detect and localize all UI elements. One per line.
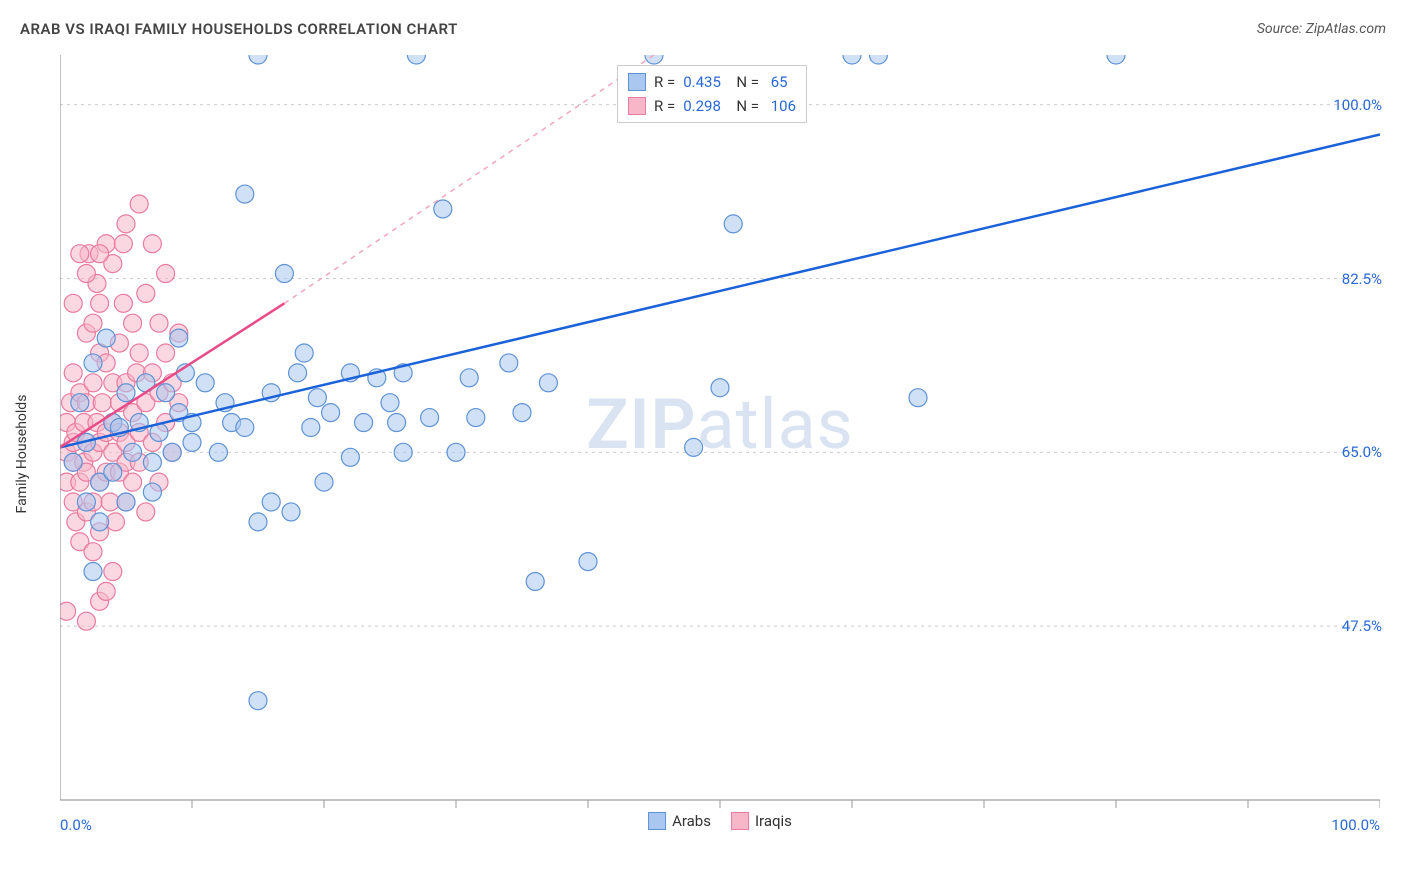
- n-value: 106: [767, 94, 796, 118]
- y-tick-label: 65.0%: [1342, 443, 1382, 461]
- x-axis-max-label: 100.0%: [1331, 816, 1380, 834]
- r-label: R =: [654, 94, 675, 118]
- y-tick-label: 47.5%: [1342, 617, 1382, 635]
- legend-item: Iraqis: [731, 812, 792, 830]
- r-value: 0.435: [683, 70, 721, 94]
- scatter-plot-svg: [60, 55, 1380, 825]
- chart-area: ZIPatlas R =0.435 N = 65R =0.298 N = 106…: [60, 55, 1380, 825]
- series-legend: Arabs Iraqis: [648, 812, 792, 830]
- x-axis-min-label: 0.0%: [60, 816, 92, 834]
- n-label: N =: [729, 70, 759, 94]
- legend-stats-row: R = 0.435 N = 65: [628, 70, 796, 94]
- legend-label: Arabs: [672, 812, 711, 830]
- r-label: R =: [654, 70, 675, 94]
- n-label: N =: [729, 94, 759, 118]
- legend-swatch: [628, 97, 646, 115]
- n-value: 65: [767, 70, 788, 94]
- legend-swatch: [628, 73, 646, 91]
- y-tick-label: 82.5%: [1342, 270, 1382, 288]
- legend-stats-box: R = 0.435 N = 65 R = 0.298 N = 106: [617, 65, 807, 123]
- legend-swatch: [648, 812, 666, 830]
- legend-swatch: [731, 812, 749, 830]
- y-axis-label: Family Households: [14, 395, 30, 514]
- legend-stats-row: R = 0.298 N = 106: [628, 94, 796, 118]
- source-attribution: Source: ZipAtlas.com: [1257, 21, 1386, 37]
- legend-item: Arabs: [648, 812, 711, 830]
- legend-label: Iraqis: [755, 812, 792, 830]
- chart-title: ARAB VS IRAQI FAMILY HOUSEHOLDS CORRELAT…: [20, 20, 458, 38]
- y-tick-label: 100.0%: [1333, 96, 1382, 114]
- r-value: 0.298: [683, 94, 721, 118]
